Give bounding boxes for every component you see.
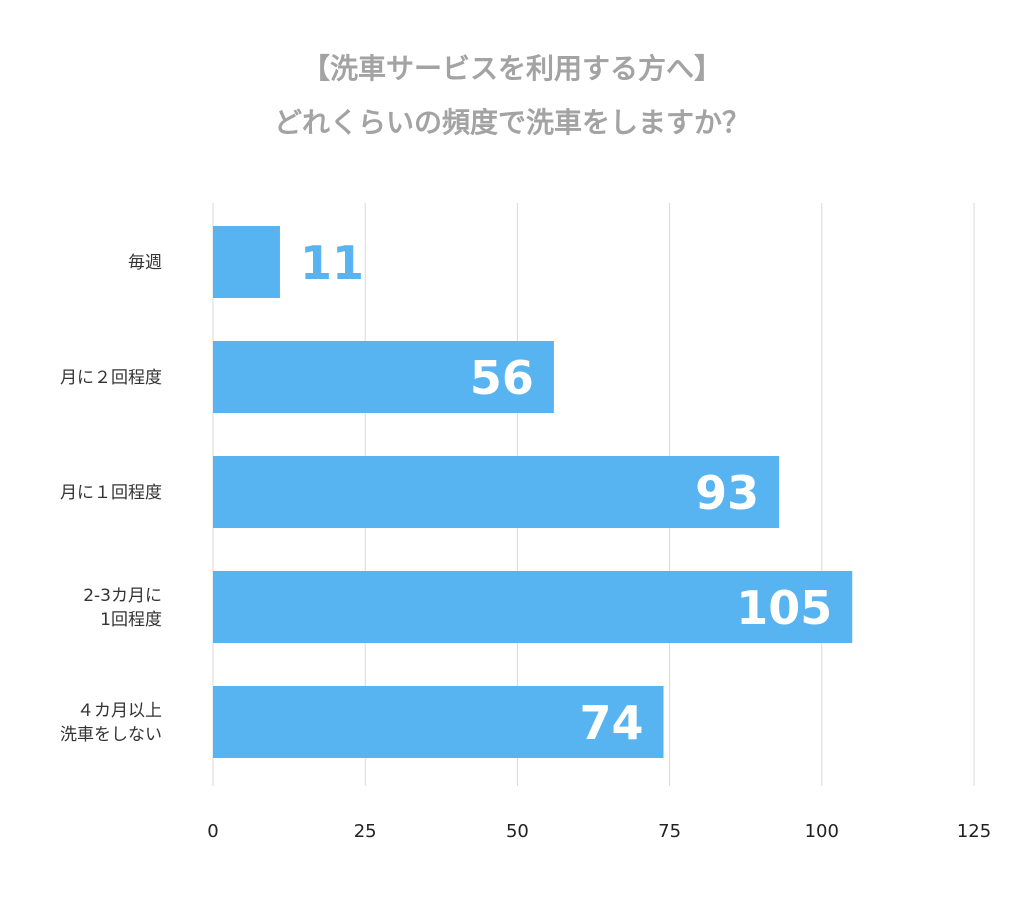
category-label: ４カ月以上 — [77, 701, 162, 721]
category-label: 洗車をしない — [60, 725, 162, 745]
bar — [213, 686, 664, 758]
bar — [213, 341, 554, 413]
x-tick-label: 75 — [658, 821, 681, 842]
bar — [213, 456, 780, 528]
category-label: 1回程度 — [100, 610, 162, 630]
bar-value-label: 93 — [695, 466, 759, 520]
category-label: 毎週 — [128, 253, 162, 273]
bar — [213, 571, 853, 643]
chart-title-line-1: 【洗車サービスを利用する方へ】 — [301, 52, 722, 85]
chart-title: 【洗車サービスを利用する方へ】 どれくらいの頻度で洗車をしますか？ — [0, 42, 1024, 150]
x-tick-label: 125 — [957, 821, 991, 842]
category-label: 月に２回程度 — [60, 368, 162, 388]
bar-value-label: 105 — [736, 581, 832, 635]
x-tick-label: 50 — [506, 821, 529, 842]
bar-value-label: 56 — [470, 351, 534, 405]
chart-title-line-2: どれくらいの頻度で洗車をしますか？ — [273, 106, 750, 139]
bar — [213, 226, 280, 298]
x-axis-tick-labels: 0 25 50 75 100 125 — [207, 821, 991, 842]
category-label: 月に１回程度 — [60, 483, 162, 503]
category-label: 2-3カ月に — [83, 586, 162, 606]
bar-value-label: 11 — [300, 236, 364, 290]
x-tick-label: 25 — [354, 821, 377, 842]
x-tick-label: 100 — [805, 821, 839, 842]
bar-value-label: 74 — [579, 696, 643, 750]
x-tick-label: 0 — [207, 821, 218, 842]
bars: 11 56 93 105 74 — [213, 226, 853, 758]
